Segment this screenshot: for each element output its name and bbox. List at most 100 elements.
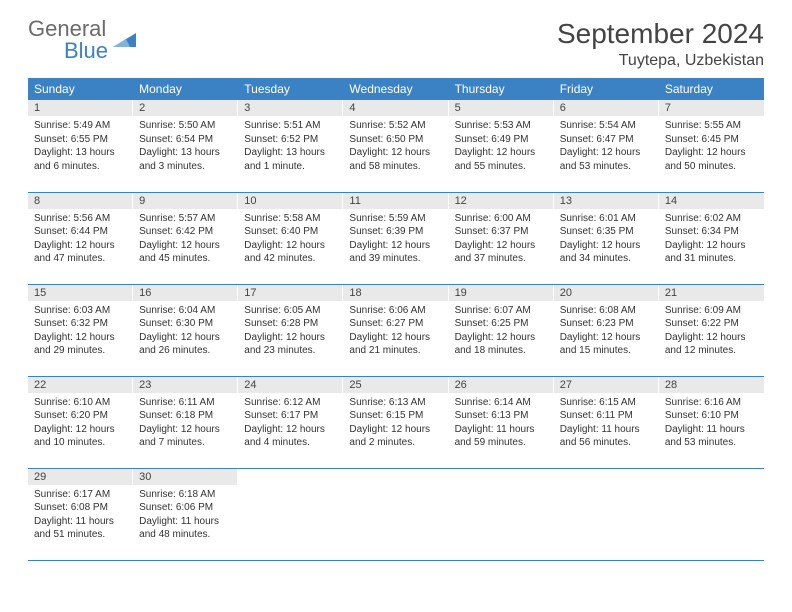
- day-number: 27: [554, 377, 659, 393]
- day-body: Sunrise: 5:55 AMSunset: 6:45 PMDaylight:…: [659, 116, 764, 177]
- day-body: Sunrise: 6:01 AMSunset: 6:35 PMDaylight:…: [554, 209, 659, 270]
- sunrise-text: Sunrise: 6:01 AM: [560, 212, 653, 226]
- brand-text: General Blue: [28, 18, 108, 62]
- day-number: 5: [449, 100, 554, 116]
- daylight-text-2: and 58 minutes.: [349, 160, 442, 174]
- day-number: [659, 469, 764, 485]
- daylight-text-1: Daylight: 12 hours: [244, 423, 337, 437]
- daylight-text-1: Daylight: 12 hours: [665, 331, 758, 345]
- daylight-text-1: Daylight: 12 hours: [139, 423, 232, 437]
- day-body: Sunrise: 5:54 AMSunset: 6:47 PMDaylight:…: [554, 116, 659, 177]
- day-body: Sunrise: 6:11 AMSunset: 6:18 PMDaylight:…: [133, 393, 238, 454]
- daylight-text-1: Daylight: 12 hours: [349, 331, 442, 345]
- header: General Blue September 2024 Tuytepa, Uzb…: [28, 18, 764, 70]
- sunset-text: Sunset: 6:10 PM: [665, 409, 758, 423]
- day-number: 16: [133, 285, 238, 301]
- calendar-day-cell: 1Sunrise: 5:49 AMSunset: 6:55 PMDaylight…: [28, 100, 133, 192]
- daylight-text-2: and 45 minutes.: [139, 252, 232, 266]
- daylight-text-2: and 2 minutes.: [349, 436, 442, 450]
- calendar-day-cell: [554, 468, 659, 560]
- sunrise-text: Sunrise: 5:51 AM: [244, 119, 337, 133]
- day-body: Sunrise: 6:18 AMSunset: 6:06 PMDaylight:…: [133, 485, 238, 546]
- day-body: Sunrise: 5:49 AMSunset: 6:55 PMDaylight:…: [28, 116, 133, 177]
- calendar-week-row: 1Sunrise: 5:49 AMSunset: 6:55 PMDaylight…: [28, 100, 764, 192]
- day-number: 2: [133, 100, 238, 116]
- sunset-text: Sunset: 6:45 PM: [665, 133, 758, 147]
- sunset-text: Sunset: 6:55 PM: [34, 133, 127, 147]
- calendar-day-cell: 10Sunrise: 5:58 AMSunset: 6:40 PMDayligh…: [238, 192, 343, 284]
- calendar-day-cell: 14Sunrise: 6:02 AMSunset: 6:34 PMDayligh…: [659, 192, 764, 284]
- daylight-text-1: Daylight: 12 hours: [560, 146, 653, 160]
- sunset-text: Sunset: 6:32 PM: [34, 317, 127, 331]
- daylight-text-2: and 47 minutes.: [34, 252, 127, 266]
- daylight-text-1: Daylight: 13 hours: [244, 146, 337, 160]
- calendar-week-row: 15Sunrise: 6:03 AMSunset: 6:32 PMDayligh…: [28, 284, 764, 376]
- sunrise-text: Sunrise: 6:11 AM: [139, 396, 232, 410]
- sunset-text: Sunset: 6:18 PM: [139, 409, 232, 423]
- sunrise-text: Sunrise: 5:53 AM: [455, 119, 548, 133]
- day-number: [343, 469, 448, 485]
- calendar-week-row: 8Sunrise: 5:56 AMSunset: 6:44 PMDaylight…: [28, 192, 764, 284]
- sunrise-text: Sunrise: 5:58 AM: [244, 212, 337, 226]
- day-body: Sunrise: 6:00 AMSunset: 6:37 PMDaylight:…: [449, 209, 554, 270]
- daylight-text-1: Daylight: 12 hours: [455, 146, 548, 160]
- sunset-text: Sunset: 6:20 PM: [34, 409, 127, 423]
- sunrise-text: Sunrise: 6:18 AM: [139, 488, 232, 502]
- sunrise-text: Sunrise: 6:09 AM: [665, 304, 758, 318]
- weekday-header: Thursday: [449, 78, 554, 100]
- calendar-day-cell: 17Sunrise: 6:05 AMSunset: 6:28 PMDayligh…: [238, 284, 343, 376]
- day-body: Sunrise: 6:07 AMSunset: 6:25 PMDaylight:…: [449, 301, 554, 362]
- day-body: Sunrise: 6:16 AMSunset: 6:10 PMDaylight:…: [659, 393, 764, 454]
- calendar-day-cell: 6Sunrise: 5:54 AMSunset: 6:47 PMDaylight…: [554, 100, 659, 192]
- sunset-text: Sunset: 6:11 PM: [560, 409, 653, 423]
- sunset-text: Sunset: 6:37 PM: [455, 225, 548, 239]
- daylight-text-1: Daylight: 11 hours: [560, 423, 653, 437]
- day-number: 3: [238, 100, 343, 116]
- daylight-text-1: Daylight: 11 hours: [665, 423, 758, 437]
- daylight-text-2: and 53 minutes.: [665, 436, 758, 450]
- day-body: Sunrise: 6:13 AMSunset: 6:15 PMDaylight:…: [343, 393, 448, 454]
- month-title: September 2024: [557, 18, 764, 50]
- daylight-text-2: and 56 minutes.: [560, 436, 653, 450]
- day-number: [449, 469, 554, 485]
- sunset-text: Sunset: 6:50 PM: [349, 133, 442, 147]
- sunrise-text: Sunrise: 6:14 AM: [455, 396, 548, 410]
- day-number: 17: [238, 285, 343, 301]
- calendar-day-cell: 27Sunrise: 6:15 AMSunset: 6:11 PMDayligh…: [554, 376, 659, 468]
- daylight-text-2: and 26 minutes.: [139, 344, 232, 358]
- daylight-text-2: and 4 minutes.: [244, 436, 337, 450]
- day-number: 24: [238, 377, 343, 393]
- sunrise-text: Sunrise: 6:15 AM: [560, 396, 653, 410]
- day-number: 19: [449, 285, 554, 301]
- daylight-text-1: Daylight: 12 hours: [34, 331, 127, 345]
- sunrise-text: Sunrise: 5:59 AM: [349, 212, 442, 226]
- daylight-text-1: Daylight: 12 hours: [455, 239, 548, 253]
- day-body: Sunrise: 6:06 AMSunset: 6:27 PMDaylight:…: [343, 301, 448, 362]
- sunrise-text: Sunrise: 6:02 AM: [665, 212, 758, 226]
- calendar-day-cell: [449, 468, 554, 560]
- calendar-day-cell: [659, 468, 764, 560]
- sunrise-text: Sunrise: 6:07 AM: [455, 304, 548, 318]
- calendar-day-cell: 28Sunrise: 6:16 AMSunset: 6:10 PMDayligh…: [659, 376, 764, 468]
- calendar-day-cell: 15Sunrise: 6:03 AMSunset: 6:32 PMDayligh…: [28, 284, 133, 376]
- sunset-text: Sunset: 6:34 PM: [665, 225, 758, 239]
- sunset-text: Sunset: 6:54 PM: [139, 133, 232, 147]
- daylight-text-1: Daylight: 11 hours: [455, 423, 548, 437]
- daylight-text-1: Daylight: 12 hours: [665, 146, 758, 160]
- calendar-day-cell: 7Sunrise: 5:55 AMSunset: 6:45 PMDaylight…: [659, 100, 764, 192]
- daylight-text-1: Daylight: 13 hours: [34, 146, 127, 160]
- daylight-text-2: and 18 minutes.: [455, 344, 548, 358]
- day-number: 22: [28, 377, 133, 393]
- calendar-day-cell: 19Sunrise: 6:07 AMSunset: 6:25 PMDayligh…: [449, 284, 554, 376]
- sunrise-text: Sunrise: 5:57 AM: [139, 212, 232, 226]
- daylight-text-2: and 31 minutes.: [665, 252, 758, 266]
- day-body: Sunrise: 6:15 AMSunset: 6:11 PMDaylight:…: [554, 393, 659, 454]
- daylight-text-2: and 53 minutes.: [560, 160, 653, 174]
- location: Tuytepa, Uzbekistan: [557, 52, 764, 70]
- day-body: Sunrise: 6:02 AMSunset: 6:34 PMDaylight:…: [659, 209, 764, 270]
- day-number: 1: [28, 100, 133, 116]
- sunset-text: Sunset: 6:40 PM: [244, 225, 337, 239]
- sunset-text: Sunset: 6:13 PM: [455, 409, 548, 423]
- daylight-text-1: Daylight: 12 hours: [349, 239, 442, 253]
- weekday-header: Wednesday: [343, 78, 448, 100]
